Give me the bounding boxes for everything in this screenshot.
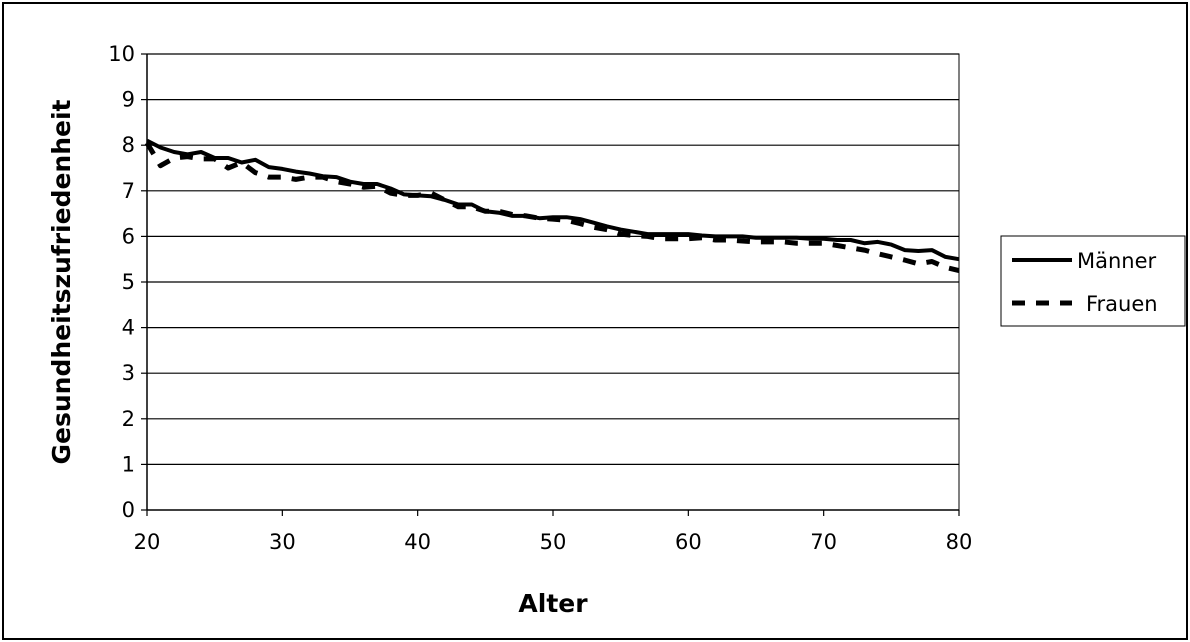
legend-label-frauen: Frauen xyxy=(1086,292,1158,316)
x-tick-label: 50 xyxy=(540,530,567,554)
x-axis-title: Alter xyxy=(518,589,588,618)
y-tick-label: 7 xyxy=(122,179,135,203)
y-tick-label: 1 xyxy=(122,452,135,476)
y-tick-label: 9 xyxy=(122,88,135,112)
gridlines xyxy=(147,53,959,465)
y-tick-label: 3 xyxy=(122,361,135,385)
x-tick-label: 60 xyxy=(675,530,702,554)
axes: 0 1 2 3 4 5 6 7 8 9 10 20 30 40 50 60 70 80 xyxy=(108,42,972,554)
y-tick-label: 6 xyxy=(122,224,135,248)
y-tick-label: 2 xyxy=(122,407,135,431)
y-tick-label: 4 xyxy=(122,316,135,340)
legend-label-maenner: Männer xyxy=(1077,249,1157,273)
y-tick-label: 10 xyxy=(108,42,135,66)
series-lines xyxy=(144,138,960,274)
legend-box xyxy=(1000,235,1186,327)
x-tick-label: 40 xyxy=(404,530,431,554)
series-line-maenner xyxy=(146,138,960,262)
legend: Männer Frauen xyxy=(1000,235,1186,327)
x-tick-label: 70 xyxy=(810,530,837,554)
y-tick-label: 0 xyxy=(122,498,135,522)
y-tick-label: 8 xyxy=(122,133,135,157)
x-tick-label: 20 xyxy=(134,530,161,554)
x-tick-label: 30 xyxy=(269,530,296,554)
y-tick-label: 5 xyxy=(122,270,135,294)
y-axis-title: Gesundheitszufriedenheit xyxy=(47,99,76,464)
x-tick-label: 80 xyxy=(946,530,973,554)
